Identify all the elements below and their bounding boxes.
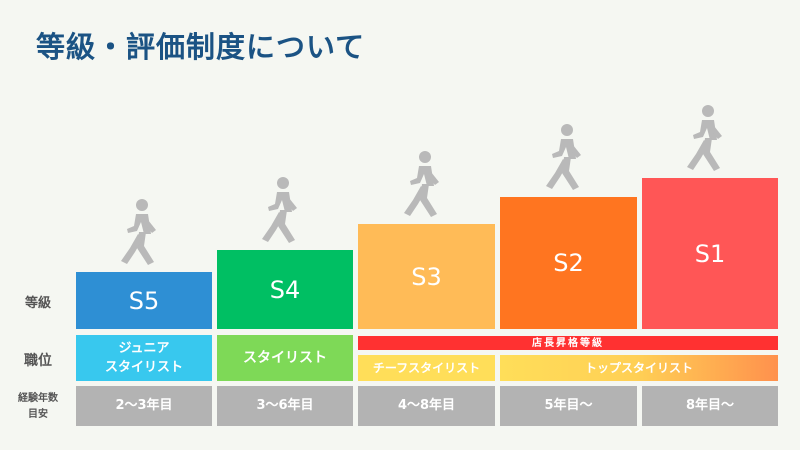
walking-person-icon [401,150,445,218]
grade-block-s2: S2 [500,197,637,329]
grade-block-s5: S5 [76,272,212,329]
walking-person-icon [543,123,587,191]
grade-block-s1: S1 [642,178,778,329]
row-label-position: 職位 [24,353,52,369]
walking-person-icon [259,176,303,244]
experience-cell: 2〜3年目 [76,386,212,426]
experience-cell: 4〜8年目 [358,386,495,426]
walking-person-icon [684,104,728,172]
page-title: 等級・評価制度について [36,30,366,64]
experience-cell: 3〜6年目 [217,386,353,426]
row-label-experience: 経験年数 目安 [18,393,58,420]
position-junior-stylist: ジュニア スタイリスト [76,335,212,381]
grade-block-s4: S4 [217,250,353,329]
walking-person-icon [118,198,162,266]
position-top-stylist: トップスタイリスト [500,355,778,381]
manager-promotion-band: 店長昇格等級 [358,336,778,350]
experience-cell: 5年目〜 [500,386,637,426]
position-chief-stylist: チーフスタイリスト [358,355,495,381]
experience-cell: 8年目〜 [642,386,778,426]
position-stylist: スタイリスト [217,335,353,381]
row-label-grade: 等級 [24,296,51,311]
grade-block-s3: S3 [358,224,495,329]
